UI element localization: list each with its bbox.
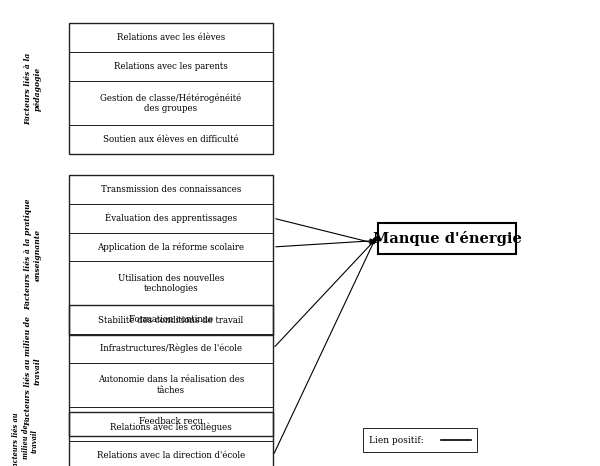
- FancyBboxPatch shape: [69, 125, 273, 154]
- Text: Feedback reçu: Feedback reçu: [139, 417, 203, 426]
- Text: Relations avec la direction d'école: Relations avec la direction d'école: [97, 451, 245, 460]
- Text: Manque d'énergie: Manque d'énergie: [373, 231, 521, 246]
- FancyBboxPatch shape: [69, 334, 273, 363]
- Text: Relations avec les élèves: Relations avec les élèves: [117, 33, 225, 42]
- Text: Lien positif:: Lien positif:: [369, 436, 424, 445]
- Text: Facteurs liés à la pratique
enseignante: Facteurs liés à la pratique enseignante: [25, 199, 41, 310]
- Text: Facteurs liés à la
pédagogie: Facteurs liés à la pédagogie: [25, 53, 41, 125]
- FancyBboxPatch shape: [69, 81, 273, 125]
- Text: Relations avec les parents: Relations avec les parents: [114, 62, 228, 71]
- Text: Stabilité des conditions de travail: Stabilité des conditions de travail: [98, 315, 244, 325]
- FancyBboxPatch shape: [69, 52, 273, 81]
- FancyBboxPatch shape: [69, 204, 273, 233]
- Text: Transmission des connaissances: Transmission des connaissances: [101, 185, 241, 194]
- FancyBboxPatch shape: [69, 363, 273, 407]
- FancyBboxPatch shape: [69, 441, 273, 466]
- FancyBboxPatch shape: [69, 261, 273, 306]
- Text: Soutien aux élèves en difficulté: Soutien aux élèves en difficulté: [103, 135, 239, 144]
- FancyBboxPatch shape: [363, 428, 477, 452]
- FancyBboxPatch shape: [69, 412, 273, 441]
- FancyBboxPatch shape: [378, 224, 516, 254]
- Text: Utilisation des nouvelles
technologies: Utilisation des nouvelles technologies: [118, 274, 224, 293]
- FancyBboxPatch shape: [69, 306, 273, 335]
- Text: Relations avec les collègues: Relations avec les collègues: [110, 422, 232, 432]
- FancyBboxPatch shape: [69, 407, 273, 436]
- Text: Facteurs liés au milieu de
travail: Facteurs liés au milieu de travail: [25, 315, 41, 426]
- Text: Évaluation des apprentissages: Évaluation des apprentissages: [105, 213, 237, 223]
- Text: Application de la réforme scolaire: Application de la réforme scolaire: [97, 242, 245, 252]
- FancyBboxPatch shape: [69, 305, 273, 334]
- Text: Gestion de classe/Hétérogénéité
des groupes: Gestion de classe/Hétérogénéité des grou…: [100, 93, 242, 113]
- Text: Formation continue: Formation continue: [129, 315, 213, 324]
- Text: Facteurs liés au
milieu de
travail: Facteurs liés au milieu de travail: [13, 412, 39, 466]
- Text: Infrastructures/Règles de l'école: Infrastructures/Règles de l'école: [100, 344, 242, 353]
- Text: Autonomie dans la réalisation des
tâches: Autonomie dans la réalisation des tâches: [98, 376, 244, 395]
- FancyBboxPatch shape: [69, 23, 273, 52]
- FancyBboxPatch shape: [69, 175, 273, 204]
- FancyBboxPatch shape: [69, 233, 273, 261]
